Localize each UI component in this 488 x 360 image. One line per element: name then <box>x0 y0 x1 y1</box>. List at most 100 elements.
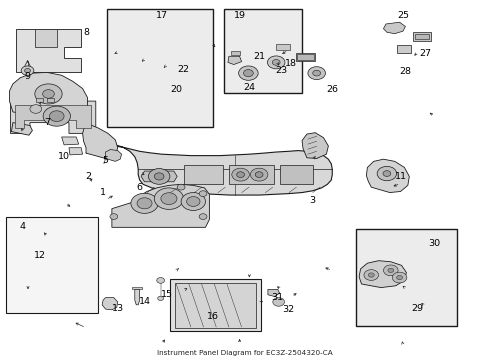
Polygon shape <box>16 30 81 72</box>
Circle shape <box>154 188 183 210</box>
Text: 31: 31 <box>271 293 283 302</box>
Circle shape <box>391 272 406 283</box>
Circle shape <box>238 66 258 80</box>
Text: 21: 21 <box>253 52 264 61</box>
Polygon shape <box>102 298 118 310</box>
Circle shape <box>181 193 205 211</box>
Text: 29: 29 <box>411 304 423 313</box>
Bar <box>230 51 239 55</box>
Bar <box>355 229 456 325</box>
Circle shape <box>148 168 169 184</box>
Circle shape <box>137 198 152 209</box>
Polygon shape <box>86 143 331 195</box>
Text: 32: 32 <box>282 305 294 314</box>
Polygon shape <box>9 72 87 121</box>
Polygon shape <box>228 165 273 184</box>
Text: 13: 13 <box>111 304 123 313</box>
Circle shape <box>49 111 64 122</box>
Text: 8: 8 <box>83 28 89 37</box>
Text: 15: 15 <box>160 290 172 299</box>
Circle shape <box>131 193 158 213</box>
Circle shape <box>186 197 200 206</box>
Circle shape <box>24 68 30 73</box>
Text: 23: 23 <box>274 66 286 75</box>
Text: 7: 7 <box>44 118 50 127</box>
Circle shape <box>231 168 249 181</box>
Text: 2: 2 <box>85 172 91 181</box>
Circle shape <box>255 172 263 177</box>
Bar <box>276 44 289 50</box>
Polygon shape <box>135 289 140 305</box>
Circle shape <box>367 273 373 277</box>
Text: 14: 14 <box>138 297 150 306</box>
Text: 25: 25 <box>396 10 408 19</box>
Polygon shape <box>267 289 279 297</box>
Bar <box>412 32 430 41</box>
Circle shape <box>199 191 206 197</box>
Circle shape <box>35 84 62 104</box>
Circle shape <box>21 66 34 75</box>
Circle shape <box>30 105 41 113</box>
Circle shape <box>383 265 397 276</box>
Polygon shape <box>227 56 241 64</box>
Polygon shape <box>383 22 405 34</box>
Circle shape <box>157 278 164 283</box>
Bar <box>132 287 142 289</box>
Text: 1: 1 <box>100 188 106 197</box>
Bar <box>175 283 255 328</box>
Circle shape <box>376 166 396 181</box>
Circle shape <box>42 90 54 98</box>
Circle shape <box>43 106 70 126</box>
Text: 24: 24 <box>243 83 255 92</box>
Circle shape <box>307 67 325 80</box>
Polygon shape <box>302 133 328 158</box>
Polygon shape <box>11 123 32 135</box>
Text: 22: 22 <box>177 65 189 74</box>
Circle shape <box>110 214 118 220</box>
Circle shape <box>396 275 402 280</box>
Bar <box>36 98 43 102</box>
Circle shape <box>382 171 390 176</box>
Circle shape <box>363 270 378 280</box>
Polygon shape <box>112 184 209 227</box>
Polygon shape <box>279 165 312 184</box>
Circle shape <box>243 69 253 77</box>
Text: 16: 16 <box>206 312 218 321</box>
Text: 17: 17 <box>155 11 167 20</box>
Bar <box>297 54 313 60</box>
Circle shape <box>161 193 177 204</box>
Bar <box>170 279 260 331</box>
Text: 20: 20 <box>170 85 182 94</box>
Circle shape <box>267 56 285 69</box>
Circle shape <box>177 184 184 190</box>
Text: 10: 10 <box>58 152 70 161</box>
Circle shape <box>387 268 393 273</box>
Bar <box>47 98 54 102</box>
Text: 27: 27 <box>418 49 430 58</box>
Text: 3: 3 <box>309 196 315 205</box>
Polygon shape <box>69 148 82 155</box>
Polygon shape <box>358 261 406 288</box>
Polygon shape <box>61 137 79 145</box>
Text: Instrument Panel Diagram for EC3Z-2504320-CA: Instrument Panel Diagram for EC3Z-250432… <box>156 350 332 356</box>
Bar <box>224 9 302 93</box>
Polygon shape <box>183 165 222 184</box>
Text: 6: 6 <box>136 183 142 192</box>
Text: 5: 5 <box>102 156 108 165</box>
Circle shape <box>250 168 267 181</box>
Circle shape <box>272 59 280 65</box>
Polygon shape <box>35 30 57 47</box>
Polygon shape <box>105 149 122 161</box>
Circle shape <box>199 214 206 220</box>
Polygon shape <box>366 159 408 193</box>
Bar <box>5 217 98 313</box>
Polygon shape <box>10 101 96 134</box>
Text: 30: 30 <box>427 239 440 248</box>
Text: 9: 9 <box>24 72 30 81</box>
Polygon shape <box>82 125 118 158</box>
Text: 12: 12 <box>34 251 45 260</box>
Text: 19: 19 <box>233 11 245 20</box>
Circle shape <box>154 173 163 180</box>
Bar <box>396 45 410 53</box>
Bar <box>295 53 315 61</box>
